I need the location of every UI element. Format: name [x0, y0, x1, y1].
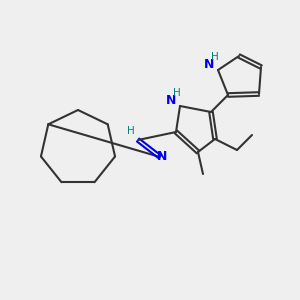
Text: H: H: [127, 126, 135, 136]
Text: H: H: [173, 88, 181, 98]
Text: H: H: [211, 52, 219, 62]
Text: N: N: [166, 94, 176, 107]
Text: N: N: [204, 58, 214, 71]
Text: N: N: [157, 151, 167, 164]
